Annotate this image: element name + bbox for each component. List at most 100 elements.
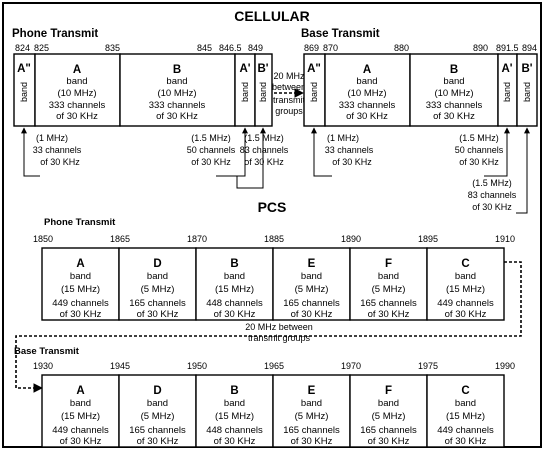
- pcs-phone-block-d-band: band: [147, 271, 168, 282]
- cellular-base-note-a2-mhz: (1 MHz): [327, 133, 359, 143]
- pcs-base-block-d-channels: 165 channels: [129, 425, 186, 436]
- pcs-base-block-a-band: band: [70, 398, 91, 409]
- cellular-phone-note-b1-of: of 30 KHz: [244, 157, 284, 167]
- pcs-base-freq-1930: 1930: [33, 361, 53, 371]
- pcs-base-block-e-band: band: [301, 398, 322, 409]
- pcs-base-block-b-letter: B: [230, 385, 238, 397]
- pcs-phone-block-b-letter: B: [230, 258, 238, 270]
- pcs-base-freq-1990: 1990: [495, 361, 515, 371]
- pcs-base-block-d-letter: D: [153, 385, 161, 397]
- pcs-base-block-d-mhz: (5 MHz): [141, 411, 175, 422]
- pcs-base-block-d-band: band: [147, 398, 168, 409]
- cellular-phone-block-b-letter: B: [173, 64, 181, 76]
- pcs-base-block-c-letter: C: [461, 385, 469, 397]
- cellular-base-block-b-of: of 30 KHz: [433, 111, 475, 122]
- cellular-phone-block-b1-letter: B': [257, 63, 268, 75]
- cellular-base-block-b1-letter: B': [521, 63, 532, 75]
- frequency-allocation-diagram: CELLULAR Phone Transmit 824 825 835 845 …: [2, 2, 542, 448]
- pcs-phone-block-a: [41, 247, 120, 321]
- cellular-phone-note-a2-mhz: (1 MHz): [36, 133, 68, 143]
- cellular-phone-block-a1-band: band: [240, 82, 250, 102]
- cellular-phone-block-a2-band: band: [19, 82, 29, 102]
- pcs-phone-freq-1870: 1870: [187, 234, 207, 244]
- pcs-phone-block-c: [426, 247, 505, 321]
- cellular-phone-block-a-channels: 333 channels: [49, 100, 106, 111]
- diagram-canvas: CELLULAR Phone Transmit 824 825 835 845 …: [12, 8, 538, 448]
- cellular-gap-line-1: 20 MHz: [273, 71, 305, 81]
- cellular-phone-block-a-of: of 30 KHz: [56, 111, 98, 122]
- pcs-phone-block-d: [118, 247, 197, 321]
- cellular-base-freq-869: 869: [304, 43, 319, 53]
- cellular-gap-note: 20 MHz between transmit groups: [272, 71, 306, 116]
- cellular-base-block-a1-band: band: [502, 82, 512, 102]
- cellular-base-freq-894: 894: [522, 43, 537, 53]
- pcs-base-freq-1970: 1970: [341, 361, 361, 371]
- pcs-phone-freq-1895: 1895: [418, 234, 438, 244]
- pcs-phone-block-a-letter: A: [76, 258, 84, 270]
- pcs-phone-block-c-of: of 30 KHz: [445, 309, 487, 320]
- pcs-base-block-e-mhz: (5 MHz): [295, 411, 329, 422]
- cellular-phone-block-b-mhz: (10 MHz): [157, 88, 196, 99]
- pcs-base-block-f-mhz: (5 MHz): [372, 411, 406, 422]
- pcs-base-block-b: [195, 374, 274, 448]
- cellular-phone-block-b-of: of 30 KHz: [156, 111, 198, 122]
- cellular-base-freq-870: 870: [323, 43, 338, 53]
- cellular-base-note-a2-of: of 30 KHz: [332, 157, 372, 167]
- cellular-base-block-a2-letter: A": [307, 63, 321, 75]
- cellular-base-block-a1-letter: A': [501, 63, 512, 75]
- pcs-phone-block-a-channels: 449 channels: [52, 298, 109, 309]
- pcs-base-block-f-channels: 165 channels: [360, 425, 417, 436]
- pcs-phone-block-c-letter: C: [461, 258, 469, 270]
- pcs-gap-line-1: 20 MHz between: [245, 322, 313, 332]
- cellular-base-block-b-band: band: [443, 76, 464, 87]
- cellular-phone-note-a1-of: of 30 KHz: [191, 157, 231, 167]
- pcs-base-block-c: [426, 374, 505, 448]
- pcs-phone-block-f: [349, 247, 428, 321]
- pcs-phone-block-f-of: of 30 KHz: [368, 309, 410, 320]
- cellular-phone-block-a2-letter: A": [17, 63, 31, 75]
- cellular-base-freq-890: 890: [473, 43, 488, 53]
- cellular-base-block-a-band: band: [356, 76, 377, 87]
- pcs-base-freq-1975: 1975: [418, 361, 438, 371]
- pcs-phone-block-e-channels: 165 channels: [283, 298, 340, 309]
- cellular-base-callout-arrow-a2: [311, 127, 332, 177]
- pcs-phone-block-f-channels: 165 channels: [360, 298, 417, 309]
- cellular-base-block-b-channels: 333 channels: [426, 100, 483, 111]
- pcs-base-block-c-mhz: (15 MHz): [446, 411, 485, 422]
- pcs-base-block-d-of: of 30 KHz: [137, 436, 179, 447]
- pcs-base-block-b-channels: 448 channels: [206, 425, 263, 436]
- cellular-base-transmit-group: Base Transmit 869 870 880 890 891.5 894 …: [301, 28, 538, 214]
- pcs-phone-block-c-channels: 449 channels: [437, 298, 494, 309]
- cellular-phone-block-a-mhz: (10 MHz): [57, 88, 96, 99]
- pcs-phone-block-e: [272, 247, 351, 321]
- pcs-phone-freq-1910: 1910: [495, 234, 515, 244]
- pcs-phone-block-a-of: of 30 KHz: [60, 309, 102, 320]
- cellular-base-note-a1-channels: 50 channels: [455, 145, 504, 155]
- cellular-gap-line-3: transmit: [273, 95, 306, 105]
- cellular-base-block-a-channels: 333 channels: [339, 100, 396, 111]
- cellular-gap-line-4: groups: [275, 106, 303, 116]
- pcs-phone-block-f-band: band: [378, 271, 399, 282]
- cellular-phone-block-b-channels: 333 channels: [149, 100, 206, 111]
- cellular-phone-transmit-group: Phone Transmit 824 825 835 845 846.5 849…: [12, 28, 289, 189]
- cellular-base-note-a2-channels: 33 channels: [325, 145, 374, 155]
- cellular-phone-block-a: [34, 53, 121, 127]
- pcs-base-block-f-letter: F: [385, 385, 392, 397]
- cellular-phone-freq-835: 835: [105, 43, 120, 53]
- pcs-base-block-c-channels: 449 channels: [437, 425, 494, 436]
- pcs-phone-block-c-band: band: [455, 271, 476, 282]
- pcs-gap-note: 20 MHz between transmit groups: [15, 261, 522, 393]
- cellular-base-block-a2-band: band: [309, 82, 319, 102]
- pcs-phone-transmit-group: Phone Transmit 1850 1865 1870 1885 1890 1895 1…: [33, 217, 515, 321]
- cellular-phone-block-a-band: band: [66, 76, 87, 87]
- pcs-phone-block-d-letter: D: [153, 258, 161, 270]
- pcs-base-block-f-band: band: [378, 398, 399, 409]
- cellular-base-note-a1-mhz: (1.5 MHz): [459, 133, 499, 143]
- cellular-base-note-b1-of: of 30 KHz: [472, 202, 512, 212]
- cellular-base-block-a-mhz: (10 MHz): [347, 88, 386, 99]
- cellular-base-block-b-letter: B: [450, 64, 458, 76]
- pcs-base-block-b-of: of 30 KHz: [214, 436, 256, 447]
- cellular-base-freq-880: 880: [394, 43, 409, 53]
- pcs-phone-freq-1850: 1850: [33, 234, 53, 244]
- pcs-phone-block-e-band: band: [301, 271, 322, 282]
